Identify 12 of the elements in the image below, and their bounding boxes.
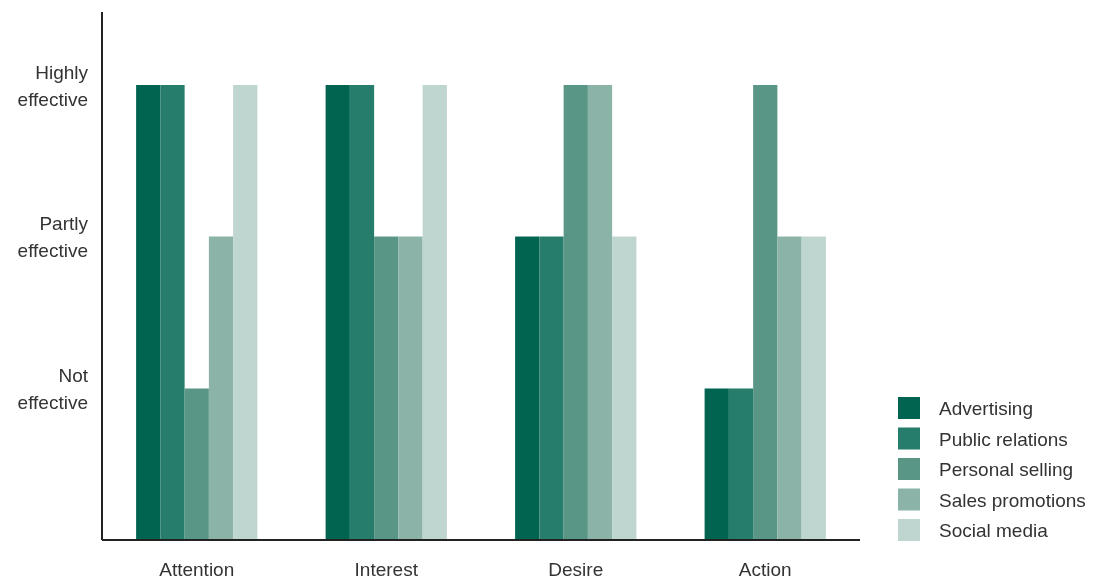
x-tick-label: Interest: [354, 559, 419, 580]
legend-label: Public relations: [939, 428, 1068, 450]
text: Highly effective: [17, 61, 89, 110]
legend-label: Sales promotions: [939, 489, 1086, 511]
x-tick-label: Action: [738, 559, 792, 580]
x-tick-label: Desire: [548, 559, 604, 580]
x-tick-label: Attention: [159, 559, 235, 580]
text: Partly effective: [17, 213, 89, 262]
legend-label: Advertising: [939, 398, 1033, 419]
text: Not effective: [17, 364, 89, 413]
legend-label: Personal selling: [939, 459, 1074, 480]
legend-label: Social media: [939, 520, 1049, 541]
